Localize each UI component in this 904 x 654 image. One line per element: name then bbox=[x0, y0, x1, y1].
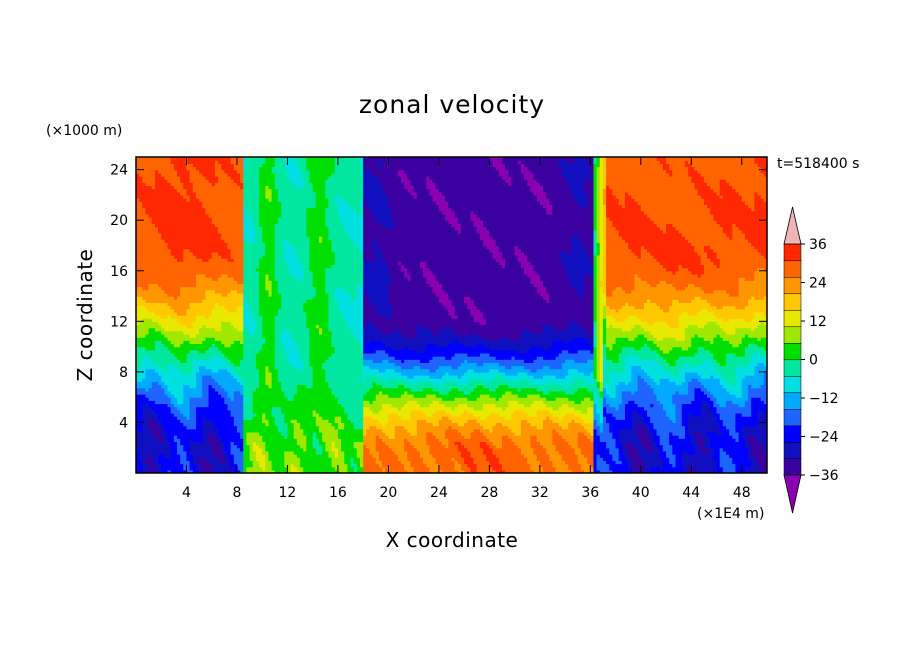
y-tick-label: 4 bbox=[119, 415, 128, 431]
colorbar-tick-label: 36 bbox=[809, 237, 827, 253]
colorbar-tick-label: 12 bbox=[809, 314, 827, 330]
x-tick-label: 12 bbox=[279, 485, 297, 501]
x-tick-label: 32 bbox=[531, 485, 549, 501]
colorbar-tick-label: −24 bbox=[809, 430, 839, 446]
colorbar-band bbox=[784, 244, 801, 261]
heatmap-field bbox=[136, 157, 768, 474]
y-axis-label: Z coordinate bbox=[73, 249, 97, 382]
colorbar-tick-label: 0 bbox=[809, 353, 818, 369]
time-label: t=518400 s bbox=[777, 156, 859, 172]
colorbar-tick-label: 24 bbox=[809, 276, 827, 292]
colorbar-band bbox=[784, 277, 801, 294]
x-tick-label: 40 bbox=[632, 485, 650, 501]
x-tick-label: 28 bbox=[480, 485, 498, 501]
x-tick-label: 8 bbox=[232, 485, 241, 501]
x-tick-label: 44 bbox=[682, 485, 700, 501]
chart-title: zonal velocity bbox=[359, 90, 545, 119]
x-tick-label: 20 bbox=[379, 485, 397, 501]
colorbar-band bbox=[784, 310, 801, 327]
y-tick-label: 16 bbox=[110, 264, 128, 280]
colorbar-band bbox=[784, 393, 801, 410]
colorbar-band bbox=[784, 360, 801, 377]
x-tick-label: 48 bbox=[733, 485, 751, 501]
colorbar-band bbox=[784, 294, 801, 311]
y-tick-label: 24 bbox=[110, 163, 128, 179]
colorbar-band bbox=[784, 426, 801, 443]
x-tick-label: 4 bbox=[182, 485, 191, 501]
colorbar-band bbox=[784, 409, 801, 426]
x-unit-label: (×1E4 m) bbox=[697, 506, 764, 522]
y-unit-label: (×1000 m) bbox=[46, 123, 122, 139]
x-tick-label: 36 bbox=[581, 485, 599, 501]
colorbar-tick-label: −12 bbox=[809, 391, 839, 407]
colorbar: 36 24 12 0 −12 −24 −36 bbox=[784, 207, 839, 513]
colorbar-band bbox=[784, 327, 801, 344]
colorbar-max-extension bbox=[784, 207, 801, 244]
y-tick-label: 8 bbox=[119, 365, 128, 381]
colorbar-band bbox=[784, 343, 801, 360]
x-tick-label: 16 bbox=[329, 485, 347, 501]
colorbar-min-extension bbox=[784, 475, 801, 513]
y-tick-label: 20 bbox=[110, 213, 128, 229]
colorbar-band bbox=[784, 261, 801, 278]
x-tick-label: 24 bbox=[430, 485, 448, 501]
y-tick-label: 12 bbox=[110, 314, 128, 330]
colorbar-band bbox=[784, 442, 801, 459]
colorbar-band bbox=[784, 459, 801, 476]
colorbar-band bbox=[784, 376, 801, 393]
colorbar-tick-label: −36 bbox=[809, 468, 839, 484]
x-axis-label: X coordinate bbox=[386, 528, 519, 552]
